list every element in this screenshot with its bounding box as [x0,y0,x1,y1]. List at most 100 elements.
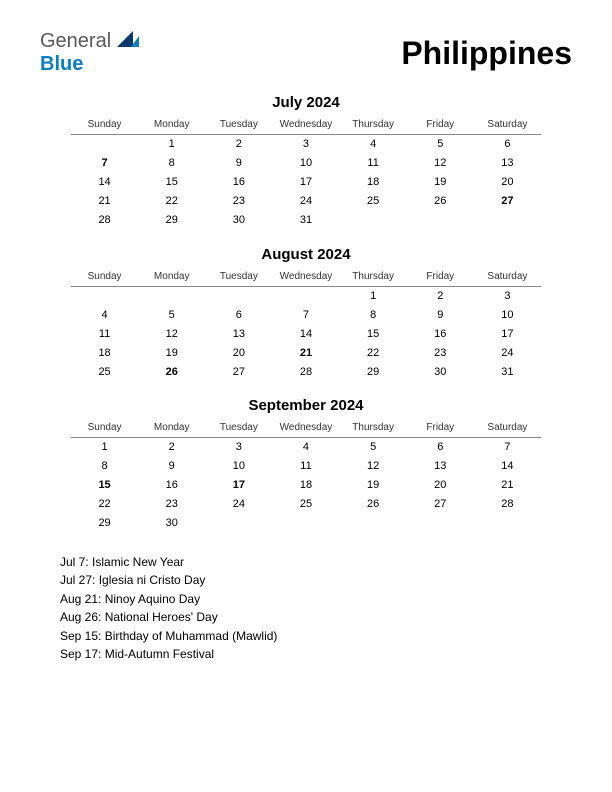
calendar-day: 16 [407,324,474,343]
calendar-day: 4 [71,305,138,324]
calendar-month: August 2024SundayMondayTuesdayWednesdayT… [71,246,541,382]
calendar-day: 26 [407,192,474,211]
header: General Blue Philippines [40,30,572,76]
calendar-day [272,514,339,533]
calendar-day: 21 [474,476,541,495]
calendar-day: 30 [138,514,205,533]
calendar-day: 24 [205,495,272,514]
page-title: Philippines [401,35,572,72]
calendar-week: 45678910 [71,305,541,324]
calendar-day: 15 [71,476,138,495]
calendar-day: 12 [138,324,205,343]
calendar-day: 29 [138,211,205,230]
calendar-day: 20 [205,343,272,362]
calendar-day: 19 [407,173,474,192]
calendar-day: 12 [407,154,474,173]
calendar-day: 18 [340,173,407,192]
calendar-week: 11121314151617 [71,324,541,343]
calendar-day: 3 [272,135,339,154]
logo: General Blue [40,30,139,76]
calendar-day: 17 [272,173,339,192]
calendar-day: 13 [407,457,474,476]
calendar-day: 6 [205,305,272,324]
day-header: Tuesday [205,115,272,135]
calendar-day [407,211,474,230]
calendar-day: 10 [272,154,339,173]
calendar-day: 31 [272,211,339,230]
calendar-day [272,286,339,305]
calendar-day: 6 [407,438,474,457]
holiday-list: Jul 7: Islamic New YearJul 27: Iglesia n… [40,553,572,665]
day-header: Tuesday [205,267,272,287]
calendar-day: 11 [272,457,339,476]
day-header: Sunday [71,115,138,135]
calendar-week: 14151617181920 [71,173,541,192]
calendar-day: 26 [138,362,205,381]
day-header: Friday [407,418,474,438]
day-header: Thursday [340,418,407,438]
calendar-day: 1 [138,135,205,154]
calendar-day: 2 [205,135,272,154]
calendar-day: 12 [340,457,407,476]
calendar-day: 2 [407,286,474,305]
holiday-item: Jul 7: Islamic New Year [60,553,572,572]
calendar-week: 78910111213 [71,154,541,173]
calendar-week: 2930 [71,514,541,533]
calendar-week: 891011121314 [71,457,541,476]
calendar-week: 15161718192021 [71,476,541,495]
calendar-day [205,286,272,305]
calendar-day [340,211,407,230]
day-header: Thursday [340,115,407,135]
day-header: Sunday [71,267,138,287]
calendar-day [474,514,541,533]
calendar-day: 24 [272,192,339,211]
calendar-day: 6 [474,135,541,154]
month-title: July 2024 [71,94,541,111]
calendar-day: 22 [138,192,205,211]
calendar-table: SundayMondayTuesdayWednesdayThursdayFrid… [71,267,541,382]
calendar-day: 16 [138,476,205,495]
logo-text-blue: Blue [40,53,83,75]
calendar-day: 4 [272,438,339,457]
calendar-day: 25 [340,192,407,211]
day-header: Monday [138,418,205,438]
calendar-day: 27 [407,495,474,514]
calendar-day: 18 [272,476,339,495]
calendar-day: 29 [71,514,138,533]
calendar-day: 2 [138,438,205,457]
calendar-day: 14 [272,324,339,343]
holiday-item: Aug 26: National Heroes' Day [60,608,572,627]
day-header: Monday [138,267,205,287]
calendar-table: SundayMondayTuesdayWednesdayThursdayFrid… [71,115,541,230]
calendar-day: 3 [205,438,272,457]
calendar-week: 21222324252627 [71,192,541,211]
calendar-day [474,211,541,230]
calendar-week: 123456 [71,135,541,154]
calendar-day: 9 [407,305,474,324]
calendar-day: 21 [71,192,138,211]
calendar-day: 8 [138,154,205,173]
calendar-day: 15 [138,173,205,192]
calendar-day: 10 [474,305,541,324]
calendar-day: 27 [474,192,541,211]
calendar-day: 20 [474,173,541,192]
calendar-day: 21 [272,343,339,362]
calendar-day: 24 [474,343,541,362]
day-header: Monday [138,115,205,135]
calendar-week: 25262728293031 [71,362,541,381]
calendar-day: 15 [340,324,407,343]
day-header: Wednesday [272,418,339,438]
logo-text-general: General [40,30,111,52]
calendar-day: 23 [407,343,474,362]
calendar-day: 11 [71,324,138,343]
logo-triangle-icon [117,31,139,47]
calendar-day: 25 [272,495,339,514]
calendar-day: 23 [138,495,205,514]
holiday-item: Sep 15: Birthday of Muhammad (Mawlid) [60,627,572,646]
calendar-week: 123 [71,286,541,305]
calendar-day: 19 [138,343,205,362]
holiday-item: Aug 21: Ninoy Aquino Day [60,590,572,609]
day-header: Sunday [71,418,138,438]
calendar-day: 13 [205,324,272,343]
month-title: September 2024 [71,397,541,414]
